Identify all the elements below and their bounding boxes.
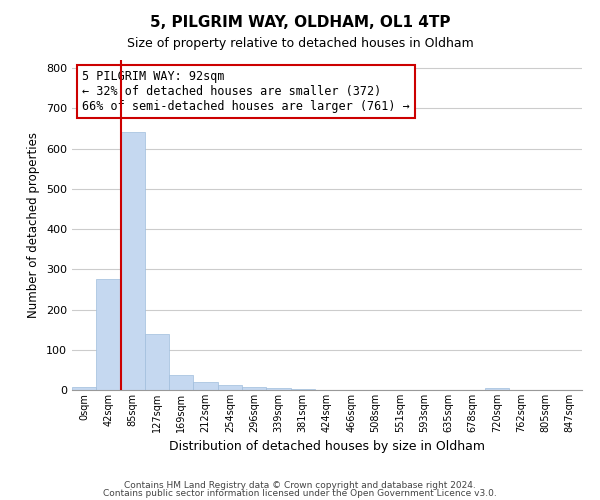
- Bar: [266, 388, 290, 390]
- Text: Contains HM Land Registry data © Crown copyright and database right 2024.: Contains HM Land Registry data © Crown c…: [124, 481, 476, 490]
- Y-axis label: Number of detached properties: Number of detached properties: [28, 132, 40, 318]
- Text: Size of property relative to detached houses in Oldham: Size of property relative to detached ho…: [127, 38, 473, 51]
- Bar: [242, 387, 266, 390]
- Text: 5, PILGRIM WAY, OLDHAM, OL1 4TP: 5, PILGRIM WAY, OLDHAM, OL1 4TP: [150, 15, 450, 30]
- Bar: [193, 382, 218, 390]
- Bar: [485, 388, 509, 390]
- Bar: [145, 334, 169, 390]
- Bar: [72, 387, 96, 390]
- Bar: [121, 132, 145, 390]
- Text: 5 PILGRIM WAY: 92sqm
← 32% of detached houses are smaller (372)
66% of semi-deta: 5 PILGRIM WAY: 92sqm ← 32% of detached h…: [82, 70, 410, 113]
- Bar: [96, 280, 121, 390]
- X-axis label: Distribution of detached houses by size in Oldham: Distribution of detached houses by size …: [169, 440, 485, 454]
- Bar: [169, 374, 193, 390]
- Text: Contains public sector information licensed under the Open Government Licence v3: Contains public sector information licen…: [103, 488, 497, 498]
- Bar: [218, 385, 242, 390]
- Bar: [290, 389, 315, 390]
